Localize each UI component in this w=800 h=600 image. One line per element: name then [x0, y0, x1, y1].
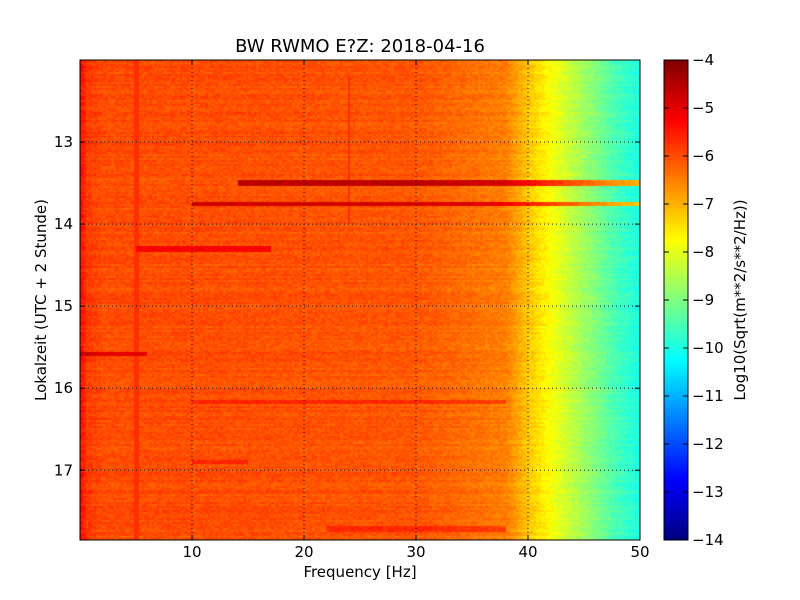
colorbar-tick-label: −12 — [692, 435, 724, 453]
grid-layer — [80, 60, 640, 540]
y-tick-label: 14 — [54, 215, 73, 233]
colorbar-tick-label: −13 — [692, 483, 724, 501]
colorbar-label: Log10(Sqrt(m**2/s**2/Hz)) — [731, 199, 749, 400]
x-tick-label: 10 — [182, 543, 201, 561]
colorbar-tick-label: −8 — [692, 243, 714, 261]
colorbar-tick-label: −4 — [692, 51, 714, 69]
colorbar-tick-label: −11 — [692, 387, 724, 405]
colorbar-tick-label: −10 — [692, 339, 724, 357]
x-tick-label: 50 — [630, 543, 649, 561]
x-tick-label: 20 — [294, 543, 313, 561]
y-tick-label: 15 — [54, 297, 73, 315]
colorbar-tick-label: −14 — [692, 531, 724, 549]
colorbar-tick-label: −6 — [692, 147, 714, 165]
y-tick-label: 16 — [54, 379, 73, 397]
x-axis-label: Frequency [Hz] — [303, 563, 416, 581]
colorbar-tick-label: −5 — [692, 99, 714, 117]
colorbar-tick-label: −7 — [692, 195, 714, 213]
x-tick-label: 40 — [518, 543, 537, 561]
y-tick-label: 17 — [54, 461, 73, 479]
y-axis: 13 14 15 16 17 — [54, 133, 640, 479]
spectrogram-canvas-wrap — [80, 60, 640, 540]
x-tick-label: 30 — [406, 543, 425, 561]
spectrogram-plot: 10 20 30 40 50 13 14 15 16 17 — [54, 59, 650, 561]
colorbar: −4 −5 −6 −7 −8 −9 −10 −11 −12 −13 −14 — [663, 51, 724, 549]
colorbar-tick-label: −9 — [692, 291, 714, 309]
chart-title: BW RWMO E?Z: 2018-04-16 — [235, 36, 485, 57]
plot-frame — [79, 59, 641, 541]
x-axis: 10 20 30 40 50 — [182, 60, 650, 561]
colorbar-axis: −4 −5 −6 −7 −8 −9 −10 −11 −12 −13 −14 — [664, 51, 724, 549]
y-tick-label: 13 — [54, 133, 73, 151]
y-axis-label: Lokalzeit (UTC + 2 Stunde) — [32, 199, 50, 401]
